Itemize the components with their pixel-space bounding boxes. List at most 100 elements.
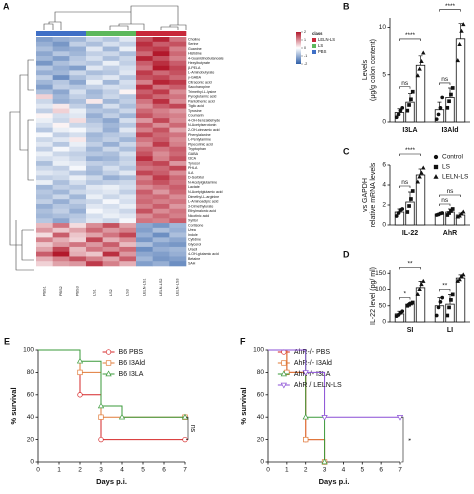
heat-cell — [152, 151, 170, 157]
heat-cell — [152, 51, 170, 57]
heat-cell — [169, 103, 187, 109]
heat-cell — [86, 113, 103, 119]
marker — [440, 295, 445, 300]
significance-bracket — [399, 185, 411, 188]
legend-label: B6 I3Ald — [119, 360, 146, 367]
legend-label: LELN-LS — [318, 37, 335, 42]
heat-cell — [86, 242, 103, 248]
heat-cell — [119, 94, 137, 100]
row-label: Choline — [188, 37, 200, 41]
heat-cell — [69, 75, 87, 81]
row-label: 3-Dimethylurate — [188, 204, 213, 208]
heat-cell — [169, 189, 187, 195]
y-tick-label: 0 — [382, 119, 386, 126]
heat-cell — [119, 37, 137, 43]
row-label: N-Acetylglutamic acid — [188, 190, 223, 194]
heat-cell — [69, 246, 87, 252]
row-label: Hexylbutyrate — [188, 61, 210, 65]
heat-cell — [169, 208, 187, 214]
y-tick-label: 0 — [382, 222, 386, 229]
heat-cell — [169, 223, 187, 229]
heat-cell — [86, 161, 103, 167]
heat-cell — [86, 70, 103, 76]
heat-cell — [119, 184, 137, 190]
heat-cell — [152, 70, 170, 76]
heat-cell — [69, 213, 87, 219]
heat-cell — [119, 141, 137, 148]
heat-cell — [36, 180, 53, 186]
heat-cell — [36, 56, 53, 62]
x-tick-label: 5 — [141, 467, 145, 474]
heat-cell — [152, 56, 170, 62]
row-label: 4-OH-glutamic acid — [188, 252, 219, 256]
row-label: Xylitol — [188, 219, 198, 223]
marker — [436, 305, 441, 310]
marker — [421, 50, 426, 55]
heat-cell — [102, 108, 120, 114]
heat-cell — [36, 232, 53, 238]
heat-cell — [52, 170, 70, 176]
heat-cell — [152, 75, 170, 81]
significance-bracket — [399, 153, 421, 156]
significance-bracket — [439, 82, 451, 85]
heat-cell — [152, 194, 170, 200]
heat-cell — [86, 170, 103, 176]
heat-cell — [36, 223, 53, 229]
x-tick-label: IL-22 — [402, 230, 418, 237]
error-bar — [418, 55, 423, 66]
heat-cell — [69, 237, 87, 243]
heat-cell — [152, 65, 170, 71]
y-tick-label: 50 — [379, 302, 387, 309]
heat-cell — [102, 203, 120, 210]
heat-cell — [86, 165, 103, 171]
heat-cell — [52, 127, 70, 133]
heat-cell — [102, 261, 120, 267]
heat-cell — [36, 99, 53, 105]
heat-cell — [119, 242, 137, 248]
heat-cell — [52, 146, 70, 152]
heat-cell — [86, 175, 103, 181]
heat-cell — [52, 156, 70, 162]
heat-cell — [69, 180, 87, 186]
heat-cell — [136, 261, 153, 267]
significance-bracket — [439, 9, 461, 12]
heat-cell — [36, 203, 53, 210]
marker — [118, 413, 126, 420]
y-tick-label: 60 — [27, 392, 35, 399]
heat-cell — [169, 151, 187, 157]
x-tick-label: AhR — [443, 230, 457, 237]
heat-cell — [36, 218, 53, 224]
heat-cell — [86, 132, 103, 138]
row-label: Ethylmalonic acid — [188, 209, 216, 213]
class-bar — [136, 31, 153, 36]
heat-cell — [102, 189, 120, 195]
heat-cell — [69, 223, 87, 229]
row-label: Serine — [188, 42, 198, 46]
heat-cell — [36, 175, 53, 181]
heat-cell — [36, 242, 53, 248]
x-axis-label: Days p.i. — [319, 477, 350, 486]
heat-cell — [36, 194, 53, 200]
heat-cell — [169, 199, 187, 205]
heat-cell — [69, 242, 87, 248]
marker — [321, 415, 328, 421]
heat-cell — [136, 184, 153, 190]
heat-cell — [52, 256, 70, 262]
heat-cell — [102, 103, 120, 109]
heat-cell — [102, 208, 120, 214]
heat-cell — [152, 175, 170, 181]
heat-cell — [119, 189, 137, 195]
x-tick-label: 7 — [183, 467, 187, 474]
marker — [440, 211, 445, 215]
heat-cell — [36, 89, 53, 95]
heat-cell — [136, 51, 153, 57]
heat-cell — [86, 203, 103, 210]
heat-cell — [36, 108, 53, 114]
heat-cell — [69, 46, 87, 52]
y-tick-label: 4 — [382, 182, 386, 189]
heat-cell — [152, 146, 170, 152]
heat-cell — [102, 51, 120, 57]
heat-cell — [136, 175, 153, 181]
row-label: PHLA — [188, 166, 198, 170]
heat-cell — [102, 237, 120, 243]
